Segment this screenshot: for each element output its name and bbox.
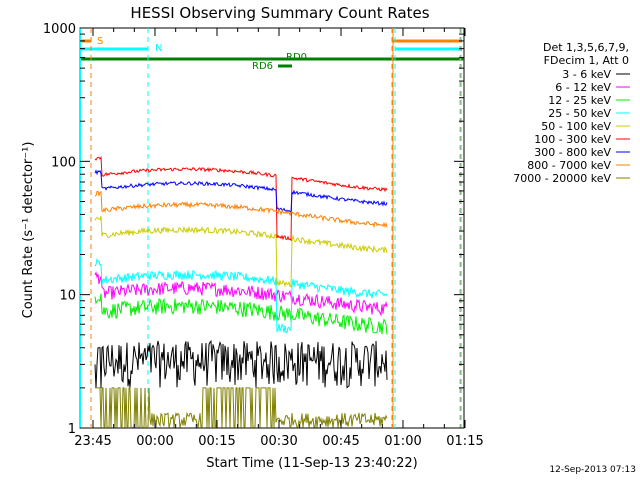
legend-header-line-2: FDecim 1, Att 0	[544, 54, 629, 67]
y-axis-label: Count Rate (s⁻¹ detector⁻¹)	[21, 142, 36, 319]
legend-entry: 12 - 25 keV	[548, 94, 611, 107]
series-group	[94, 156, 388, 429]
footer-timestamp: 12-Sep-2013 07:13	[549, 465, 636, 475]
legend-entry: 50 - 100 keV	[541, 120, 611, 133]
annotation-group: S N RD0 RD6	[79, 28, 464, 428]
legend-entry: 800 - 7000 keV	[527, 159, 611, 172]
x-tick-label: 01:15	[446, 434, 483, 449]
series-line-300-800kev	[94, 169, 388, 214]
x-tick-label: 00:45	[322, 434, 359, 449]
series-line-25-50kev	[94, 257, 388, 334]
x-axis: 23:45 00:00 00:15 00:30 00:45 01:00 01:15	[74, 28, 484, 449]
x-axis-label: Start Time (11-Sep-13 23:40:22)	[206, 456, 417, 471]
x-tick-label: 00:00	[136, 434, 173, 449]
y-axis: 1 10 100 1000	[43, 22, 464, 437]
legend-entry: 100 - 300 keV	[534, 133, 611, 146]
legend-entry: 300 - 800 keV	[534, 146, 611, 159]
x-tick-label: 00:15	[198, 434, 235, 449]
x-tick-label: 01:00	[384, 434, 421, 449]
chart-title: HESSI Observing Summary Count Rates	[130, 4, 429, 22]
legend-entry: 25 - 50 keV	[548, 107, 611, 120]
series-line-3-6kev	[94, 339, 388, 389]
series-line-50-100kev	[94, 215, 388, 288]
legend-entry: 7000 - 20000 keV	[513, 172, 611, 185]
legend-header-line-1: Det 1,3,5,6,7,9,	[543, 41, 629, 54]
series-line-6-12kev	[94, 271, 388, 317]
y-tick-label: 1	[68, 422, 76, 437]
legend-entry: 6 - 12 keV	[555, 81, 611, 94]
legend-entry: 3 - 6 keV	[562, 68, 611, 81]
y-tick-label: 10	[59, 289, 76, 304]
night-label: N	[155, 43, 162, 54]
rd6-label: RD6	[252, 61, 273, 72]
saa-label: S	[97, 36, 103, 47]
y-tick-label: 100	[51, 155, 76, 170]
x-tick-label: 23:45	[74, 434, 111, 449]
y-tick-label: 1000	[43, 22, 76, 37]
series-line-12-25kev	[94, 293, 388, 335]
rd0-label: RD0	[286, 52, 307, 63]
x-tick-label: 00:30	[260, 434, 297, 449]
legend: Det 1,3,5,6,7,9, FDecim 1, Att 0 3 - 6 k…	[513, 41, 630, 185]
series-line-800-7000kev	[94, 190, 388, 229]
series-line-7000-20000kev	[95, 387, 388, 429]
series-line-100-300kev	[94, 156, 388, 242]
